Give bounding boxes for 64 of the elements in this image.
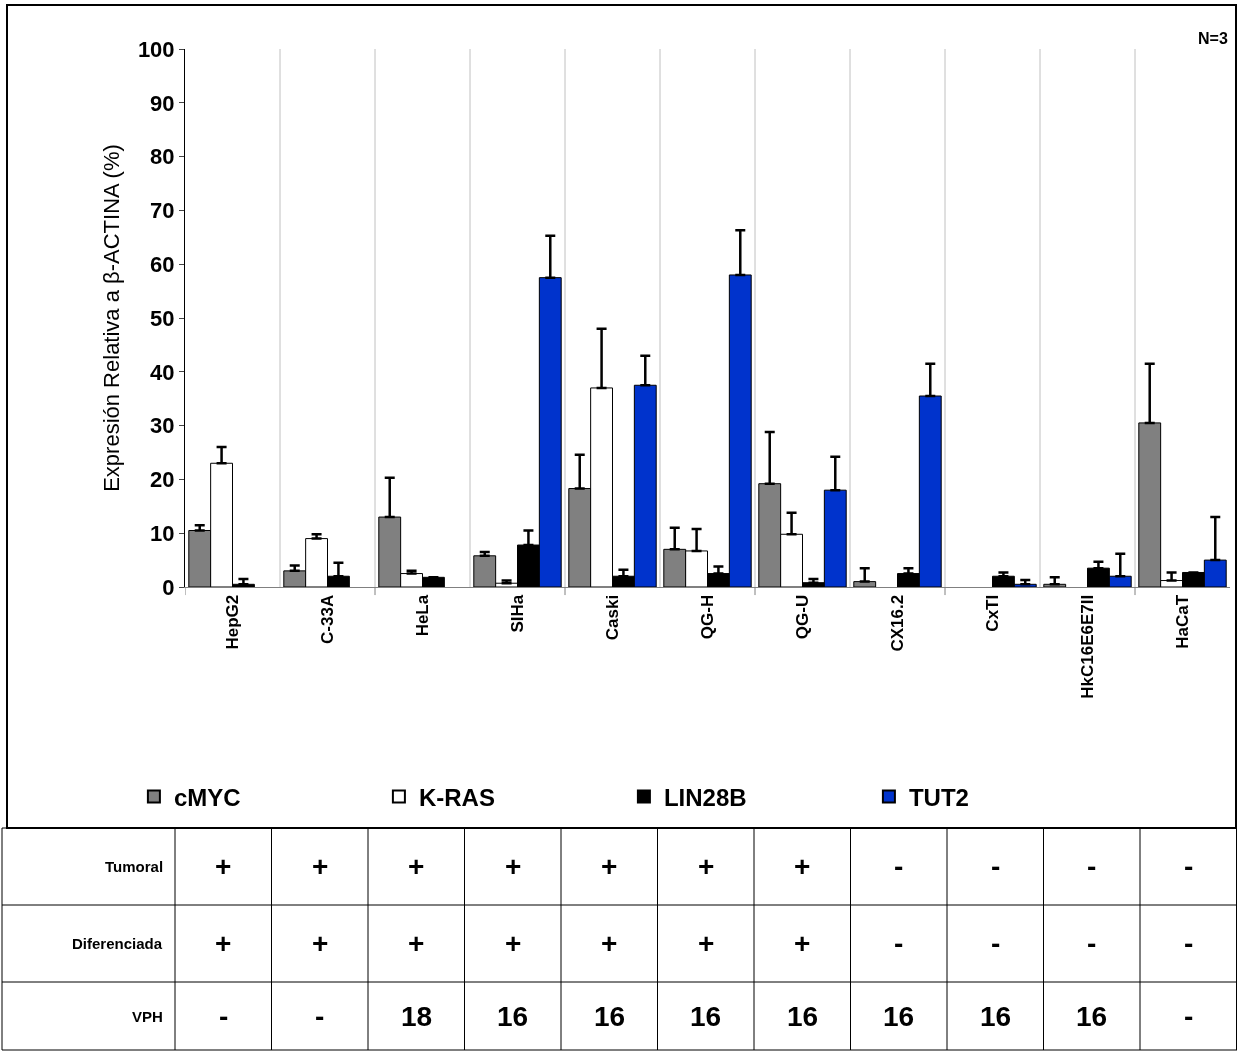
- y-tick-label: 100: [137, 36, 175, 62]
- text: 16: [980, 1001, 1012, 1032]
- legend-label: TUT2: [908, 783, 969, 811]
- x-tick-label: HaCaT: [1173, 594, 1193, 649]
- x-tick-label: CxTI: [983, 594, 1003, 632]
- text: 16: [594, 1001, 626, 1032]
- text: +: [408, 928, 425, 959]
- x-tick-label: QG-U: [793, 594, 813, 640]
- y-tick-label: 70: [150, 198, 175, 224]
- text: Diferenciada: [72, 935, 163, 952]
- text: +: [408, 851, 425, 882]
- x-tick-label: SIHa: [508, 594, 528, 633]
- text: -: [1184, 851, 1194, 882]
- text: -: [991, 851, 1001, 882]
- text: +: [698, 851, 715, 882]
- text: -: [1184, 928, 1194, 959]
- x-tick-label: HepG2: [223, 594, 243, 650]
- text: 16: [1076, 1001, 1108, 1032]
- text: -: [1184, 1001, 1194, 1032]
- text: 16: [690, 1001, 722, 1032]
- text: N=3: [1198, 30, 1228, 47]
- legend-label: K-RAS: [418, 783, 495, 811]
- text: 18: [401, 1001, 433, 1032]
- text: +: [698, 928, 715, 959]
- y-tick-label: 0: [162, 574, 175, 600]
- x-tick-label: C-33A: [318, 594, 338, 644]
- text: 16: [787, 1001, 819, 1032]
- y-tick-label: 90: [150, 90, 175, 116]
- text: -: [219, 1001, 229, 1032]
- text: -: [894, 851, 904, 882]
- y-tick-label: 20: [150, 467, 175, 493]
- x-tick-label: Caski: [603, 594, 623, 641]
- x-tick-label: HeLa: [413, 594, 433, 637]
- text: -: [1087, 928, 1097, 959]
- text: +: [794, 928, 811, 959]
- text: +: [312, 851, 329, 882]
- y-tick-label: 10: [150, 520, 175, 546]
- text: +: [601, 928, 618, 959]
- text: +: [794, 851, 811, 882]
- text: -: [991, 928, 1001, 959]
- text: -: [894, 928, 904, 959]
- text: -: [315, 1001, 325, 1032]
- x-tick-label: HkC16E6E7II: [1078, 594, 1098, 699]
- text: +: [215, 851, 232, 882]
- text: +: [312, 928, 329, 959]
- text: VPH: [132, 1008, 163, 1025]
- text: -: [1087, 851, 1097, 882]
- y-tick-label: 50: [150, 305, 175, 331]
- text: 16: [497, 1001, 529, 1032]
- text: +: [215, 928, 232, 959]
- y-tick-label: 60: [150, 251, 175, 277]
- text: +: [505, 928, 522, 959]
- text: Tumoral: [105, 858, 164, 875]
- text: +: [601, 851, 618, 882]
- y-tick-label: 80: [150, 144, 175, 170]
- legend-label: LIN28B: [663, 783, 747, 811]
- y-axis-title: Expresión Relativa a β-ACTINA (%): [98, 144, 124, 492]
- legend-label: cMYC: [173, 783, 241, 811]
- text: +: [505, 851, 522, 882]
- x-tick-label: QG-H: [698, 594, 718, 640]
- y-tick-label: 30: [150, 413, 175, 439]
- text: 16: [883, 1001, 915, 1032]
- y-tick-label: 40: [150, 359, 175, 385]
- x-tick-label: CX16.2: [888, 594, 908, 652]
